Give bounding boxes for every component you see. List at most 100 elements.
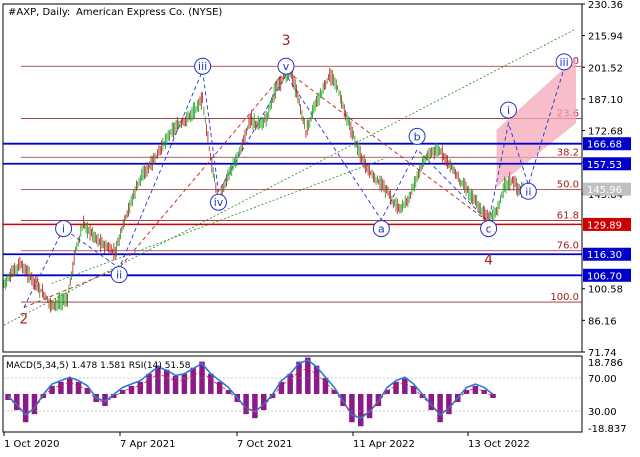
macd-bar bbox=[216, 381, 223, 394]
wave-label: b bbox=[414, 130, 421, 143]
price-badge bbox=[583, 182, 631, 196]
macd-bar bbox=[357, 393, 364, 427]
trend-line bbox=[3, 28, 577, 326]
macd-signal-line bbox=[7, 368, 494, 418]
wave-label: ii bbox=[525, 185, 531, 198]
macd-bar bbox=[402, 377, 408, 394]
price-badge bbox=[583, 217, 631, 231]
wave-label: 4 bbox=[484, 252, 493, 268]
price-tick-label: 100.58 bbox=[588, 285, 623, 296]
macd-bar bbox=[208, 373, 214, 394]
macd-bar bbox=[410, 385, 417, 394]
wave-label: 2 bbox=[19, 312, 28, 328]
wave-label: iii bbox=[198, 60, 207, 73]
macd-bar bbox=[172, 375, 179, 394]
price-badge-label: 166.68 bbox=[587, 140, 622, 151]
macd-bar bbox=[75, 381, 82, 394]
macd-bar bbox=[128, 385, 135, 394]
macd-bar bbox=[199, 361, 205, 394]
macd-bar bbox=[225, 389, 232, 394]
wave-label-circle bbox=[110, 266, 128, 284]
wave-label: c bbox=[486, 223, 492, 236]
macd-bar bbox=[260, 393, 267, 411]
wave-label-circle bbox=[194, 57, 212, 75]
macd-bar bbox=[384, 389, 390, 394]
wave-label: 3 bbox=[282, 33, 291, 49]
macd-bar bbox=[111, 393, 117, 398]
macd-bar bbox=[137, 381, 144, 394]
price-tick-label: 172.68 bbox=[588, 127, 623, 138]
date-tick-label: 1 Oct 2020 bbox=[4, 439, 59, 450]
wave-label: iii bbox=[559, 56, 568, 69]
macd-bar bbox=[102, 393, 108, 407]
wave-label: v bbox=[283, 60, 290, 73]
price-badge bbox=[583, 157, 631, 171]
macd-bar bbox=[119, 389, 126, 394]
macd-bar bbox=[278, 381, 285, 394]
macd-bar bbox=[155, 365, 161, 394]
price-tick-label: 187.10 bbox=[588, 95, 623, 106]
price-badge-label: 106.70 bbox=[587, 271, 622, 282]
wave-label-circle bbox=[408, 127, 426, 145]
macd-bar bbox=[181, 373, 188, 394]
date-tick-label: 7 Apr 2021 bbox=[120, 439, 175, 450]
date-tick-label: 11 Apr 2022 bbox=[353, 439, 415, 450]
chart-company: American Express Co. (NYSE) bbox=[76, 7, 222, 18]
wave-label: a bbox=[378, 223, 385, 236]
price-tick-label: 230.36 bbox=[588, 0, 623, 11]
wave-path-minor bbox=[23, 68, 565, 308]
fib-label: 38.2 bbox=[557, 147, 579, 158]
wave-label-circle bbox=[499, 101, 517, 119]
indicator-panel-frame bbox=[2, 355, 583, 433]
macd-bar bbox=[243, 393, 249, 415]
macd-bar bbox=[146, 373, 152, 394]
price-badge-label: 157.53 bbox=[587, 160, 622, 171]
price-badge bbox=[583, 268, 631, 282]
fib-label: 50.0 bbox=[557, 180, 579, 191]
wave-label: i bbox=[62, 223, 65, 236]
macd-bar bbox=[313, 365, 320, 394]
chart-symbol: #AXP, Daily: bbox=[8, 7, 70, 18]
wave-label-circle bbox=[372, 220, 390, 238]
macd-bar bbox=[446, 393, 452, 415]
date-tick-label: 7 Oct 2021 bbox=[237, 439, 292, 450]
macd-bar bbox=[428, 393, 435, 411]
price-badge-label: 145.96 bbox=[587, 185, 622, 196]
macd-bar bbox=[252, 393, 258, 419]
price-badge bbox=[583, 247, 631, 261]
macd-bar bbox=[366, 393, 373, 419]
macd-bar bbox=[331, 389, 338, 394]
macd-bar bbox=[14, 393, 20, 411]
macd-bar bbox=[305, 357, 311, 394]
wave-label-circle bbox=[519, 182, 537, 200]
macd-bar bbox=[22, 393, 29, 423]
macd-bar bbox=[66, 377, 73, 394]
macd-bar bbox=[287, 373, 293, 394]
price-tick-label: 201.52 bbox=[588, 63, 623, 74]
macd-bar bbox=[393, 381, 399, 394]
macd-bar bbox=[322, 377, 329, 394]
macd-bar bbox=[490, 393, 496, 398]
price-tick-label: 215.94 bbox=[588, 32, 623, 43]
indicator-tick-label: -18.837 bbox=[588, 424, 627, 435]
macd-bar bbox=[419, 393, 426, 398]
macd-bar bbox=[58, 381, 64, 394]
macd-bar bbox=[190, 367, 196, 394]
wave-label-circle bbox=[480, 220, 498, 238]
macd-bar bbox=[49, 385, 55, 394]
fib-label: 61.8 bbox=[557, 210, 579, 221]
fib-label: 76.0 bbox=[557, 241, 579, 252]
macd-bar bbox=[40, 393, 47, 398]
price-tick-label: 86.16 bbox=[588, 316, 617, 327]
wave-label-circle bbox=[555, 53, 573, 71]
macd-bar bbox=[481, 389, 487, 394]
wave-label: ii bbox=[116, 269, 122, 282]
indicator-tick-label: 70.00 bbox=[588, 374, 617, 385]
macd-bar bbox=[349, 393, 355, 423]
fib-label: 100.0 bbox=[550, 292, 579, 303]
wave-path-major bbox=[23, 69, 489, 308]
price-panel-frame bbox=[2, 3, 583, 353]
forecast-zone bbox=[496, 57, 576, 187]
